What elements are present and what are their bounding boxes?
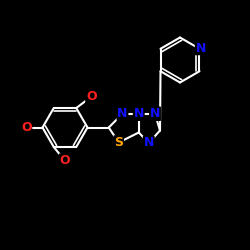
Text: N: N — [150, 107, 160, 120]
Text: N: N — [117, 107, 128, 120]
Text: N: N — [144, 136, 154, 149]
Text: N: N — [134, 107, 144, 120]
Text: O: O — [86, 90, 97, 103]
Text: N: N — [196, 42, 206, 54]
Text: O: O — [60, 154, 70, 167]
Text: O: O — [21, 121, 32, 134]
Text: S: S — [114, 136, 123, 149]
